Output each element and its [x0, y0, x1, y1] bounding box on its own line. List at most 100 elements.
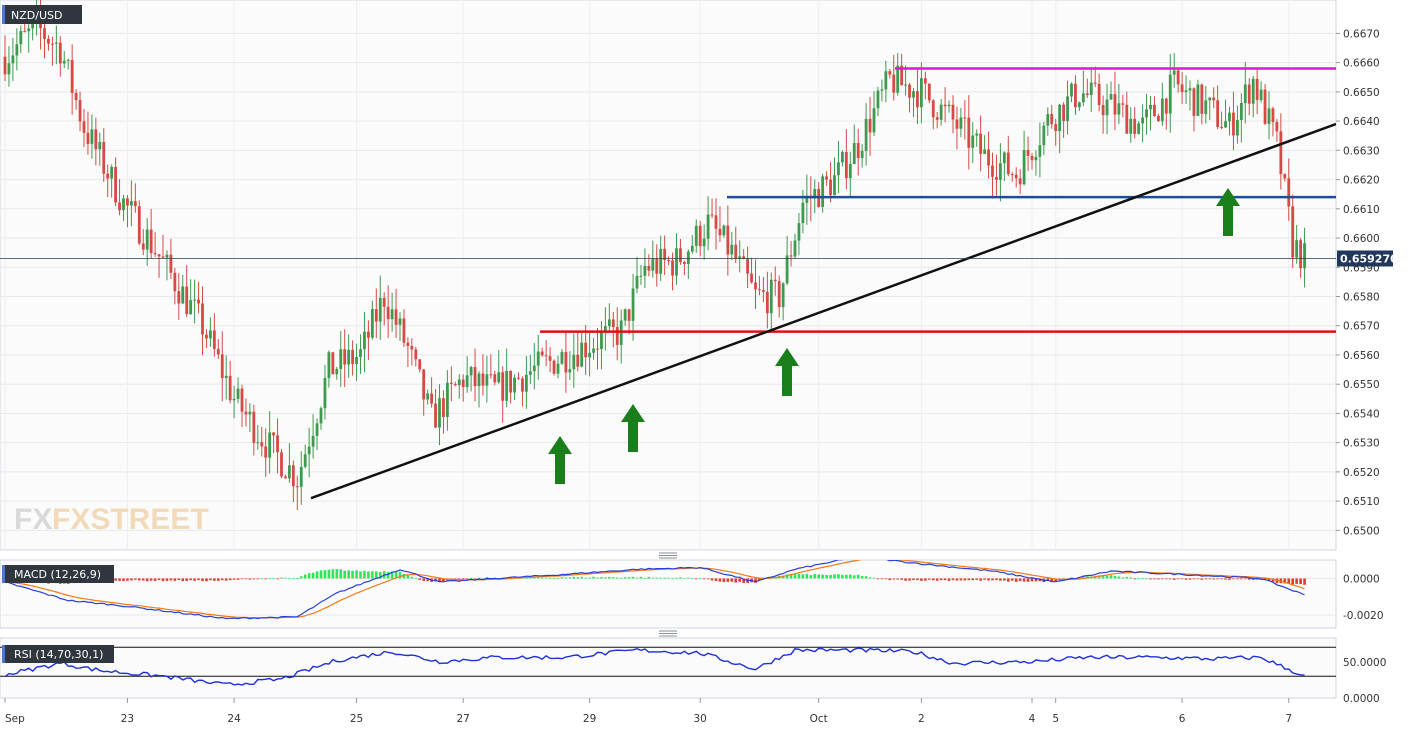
- candle-body: [532, 365, 536, 372]
- candle-body: [1200, 84, 1204, 114]
- macd-histogram-bar: [276, 578, 279, 580]
- macd-histogram-bar: [548, 577, 552, 579]
- macd-histogram-bar: [983, 578, 986, 580]
- candle-body: [244, 411, 248, 415]
- rsi-line: [4, 647, 1305, 686]
- candle-body: [951, 104, 955, 120]
- macd-histogram-bar: [529, 577, 532, 579]
- candle-body: [908, 84, 911, 98]
- macd-histogram-bar: [785, 574, 789, 579]
- candle-body: [303, 454, 307, 467]
- macd-histogram-bar: [1168, 578, 1172, 580]
- macd-histogram-bar: [114, 578, 117, 581]
- candle-body: [98, 141, 102, 150]
- macd-histogram-bar: [141, 578, 145, 581]
- macd-histogram-bar: [1105, 575, 1109, 579]
- macd-histogram-bar: [260, 578, 264, 580]
- candle-body: [927, 83, 931, 101]
- candle-body: [193, 299, 196, 301]
- candle-body: [730, 244, 734, 255]
- macd-histogram-bar: [422, 578, 425, 581]
- macd-histogram-bar: [987, 578, 990, 581]
- macd-histogram-bar: [296, 578, 299, 579]
- candle-body: [1255, 78, 1259, 100]
- macd-histogram-bar: [714, 578, 718, 581]
- macd-histogram-bar: [588, 577, 591, 579]
- candle-body: [382, 297, 386, 307]
- candle-body: [521, 378, 524, 392]
- macd-histogram-bar: [280, 577, 283, 579]
- candle-body: [706, 214, 710, 239]
- macd-histogram-bar: [149, 578, 153, 581]
- up-arrow-icon: [775, 348, 799, 396]
- price-tick-label: 0.6650: [1343, 87, 1380, 99]
- candle-body: [1236, 119, 1239, 136]
- candle-body: [497, 372, 501, 383]
- candle-body: [848, 164, 852, 179]
- candle-body: [647, 265, 651, 271]
- macd-histogram-bar: [1066, 578, 1069, 580]
- macd-histogram-bar: [177, 578, 181, 581]
- macd-histogram-bar: [892, 578, 896, 580]
- macd-resize-handle[interactable]: [659, 552, 677, 559]
- candle-body: [327, 352, 331, 378]
- macd-histogram-bar: [1283, 578, 1287, 584]
- macd-histogram-bar: [367, 571, 370, 579]
- rsi-label[interactable]: RSI (14,70,30,1): [2, 645, 114, 663]
- macd-histogram-bar: [852, 575, 856, 579]
- candle-body: [54, 42, 58, 44]
- macd-histogram-bar: [363, 570, 366, 579]
- macd-histogram-bar: [1172, 578, 1176, 580]
- candle-body: [1228, 112, 1231, 122]
- macd-label[interactable]: MACD (12,26,9): [2, 565, 114, 583]
- candle-body: [1239, 102, 1243, 120]
- symbol-label[interactable]: NZD/USD: [2, 5, 82, 24]
- candle-body: [939, 104, 943, 120]
- macd-histogram-bar: [860, 576, 864, 579]
- candle-body: [1275, 122, 1279, 132]
- macd-histogram-bar: [1303, 578, 1306, 585]
- candle-body: [141, 243, 145, 250]
- macd-histogram-bar: [908, 578, 911, 581]
- candle-body: [659, 248, 663, 274]
- macd-histogram-bar: [995, 578, 998, 581]
- time-tick-label: 29: [583, 713, 596, 725]
- macd-histogram-bar: [615, 577, 619, 579]
- candle-body: [339, 349, 343, 369]
- candle-body: [31, 20, 35, 29]
- candle-body: [78, 100, 82, 122]
- macd-histogram-bar: [643, 577, 647, 579]
- candle-body: [1026, 149, 1030, 156]
- macd-histogram-bar: [592, 576, 595, 579]
- rsi-resize-handle[interactable]: [659, 630, 677, 637]
- candle-body: [631, 288, 635, 321]
- candle-body: [58, 42, 62, 64]
- candle-body: [86, 132, 90, 144]
- macd-histogram-bar: [1007, 578, 1010, 582]
- candle-body: [248, 411, 252, 415]
- watermark-fx: FX: [14, 503, 52, 536]
- candle-body: [1046, 114, 1050, 126]
- candle-body: [489, 374, 493, 376]
- macd-histogram-bar: [1180, 578, 1184, 580]
- macd-histogram-bar: [359, 571, 362, 579]
- macd-histogram-bar: [841, 574, 844, 579]
- macd-histogram-bar: [197, 578, 200, 581]
- candle-body: [157, 254, 161, 257]
- candle-body: [402, 318, 406, 343]
- candle-body: [1010, 174, 1014, 176]
- up-arrows: [548, 188, 1240, 484]
- candle-body: [390, 309, 394, 320]
- candle-body: [1133, 118, 1137, 134]
- macd-histogram-bar: [130, 578, 133, 581]
- candle-body: [1247, 84, 1251, 104]
- candle-body: [971, 135, 975, 148]
- candle-body: [347, 349, 351, 365]
- macd-histogram-bar: [975, 578, 978, 580]
- time-tick-label: 6: [1179, 713, 1186, 725]
- candle-body: [359, 349, 362, 357]
- candle-body: [564, 351, 568, 373]
- macd-histogram-bar: [394, 571, 398, 579]
- candle-body: [576, 354, 580, 367]
